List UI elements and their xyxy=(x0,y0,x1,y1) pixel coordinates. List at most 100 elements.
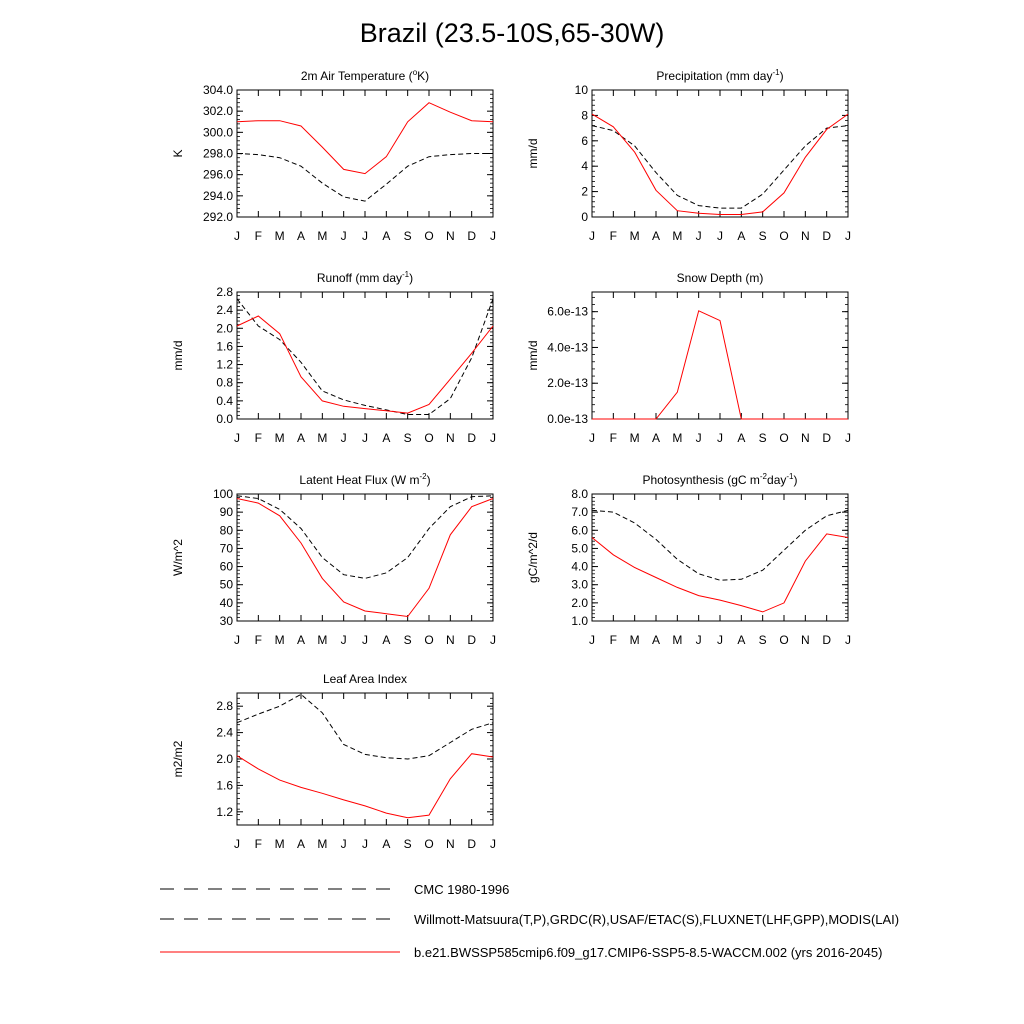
ytick-label: 70 xyxy=(220,541,234,555)
legend-label-observations: Willmott-Matsuura(T,P),GRDC(R),USAF/ETAC… xyxy=(414,912,899,927)
ytick-label: 296.0 xyxy=(203,168,233,182)
xtick-label: O xyxy=(424,633,433,647)
xtick-label: A xyxy=(297,229,305,243)
xtick-label: M xyxy=(317,633,327,647)
series-line-reference xyxy=(236,298,494,415)
xtick-label: J xyxy=(490,229,496,243)
ytick-label: 302.0 xyxy=(203,104,233,118)
ytick-label: 2.0e-13 xyxy=(547,376,588,390)
xtick-label: J xyxy=(696,633,702,647)
ytick-label: 3.0 xyxy=(571,578,588,592)
xtick-label: S xyxy=(759,633,767,647)
xtick-label: A xyxy=(382,431,390,445)
xtick-label: F xyxy=(255,633,262,647)
xtick-label: A xyxy=(737,229,745,243)
panel-title: 2m Air Temperature (oK) xyxy=(301,68,429,83)
xtick-label: S xyxy=(404,229,412,243)
ylabel: gC/m^2/d xyxy=(526,532,540,583)
ytick-label: 2.8 xyxy=(216,699,233,713)
ytick-label: 0.0 xyxy=(216,412,233,426)
xtick-label: M xyxy=(317,837,327,851)
xtick-label: M xyxy=(317,431,327,445)
series-line-model xyxy=(592,310,848,420)
series-line-model xyxy=(591,533,849,613)
xtick-label: M xyxy=(275,633,285,647)
xtick-label: O xyxy=(779,633,788,647)
xtick-label: M xyxy=(630,633,640,647)
xtick-label: M xyxy=(630,431,640,445)
ytick-label: 90 xyxy=(220,505,234,519)
ytick-label: 30 xyxy=(220,614,234,628)
chart-panel-0: 2m Air Temperature (oK) 292.0 294.0 296.0 29… xyxy=(171,68,496,243)
xtick-label: J xyxy=(234,633,240,647)
xtick-label: J xyxy=(362,837,368,851)
ytick-label: 2.0 xyxy=(216,752,233,766)
legend-label-model: b.e21.BWSSP585cmip6.f09_g17.CMIP6-SSP5-8… xyxy=(414,945,882,960)
ylabel: W/m^2 xyxy=(171,539,185,576)
xtick-label: A xyxy=(382,229,390,243)
xtick-label: O xyxy=(424,431,433,445)
legend-item-cmc: CMC 1980-1996 xyxy=(160,882,509,897)
ytick-label: 80 xyxy=(220,523,234,537)
ytick-label: 5.0 xyxy=(571,541,588,555)
xtick-label: F xyxy=(255,837,262,851)
xtick-label: M xyxy=(275,837,285,851)
xtick-label: F xyxy=(255,431,262,445)
ytick-label: 1.2 xyxy=(216,358,233,372)
ytick-label: 292.0 xyxy=(203,210,233,224)
series-line-reference xyxy=(236,495,494,579)
ytick-label: 304.0 xyxy=(203,83,233,97)
xtick-label: N xyxy=(446,431,455,445)
panel-title: Precipitation (mm day-1) xyxy=(656,68,783,83)
xtick-label: M xyxy=(630,229,640,243)
series-line-model xyxy=(591,113,849,215)
xtick-label: J xyxy=(341,837,347,851)
series-line-reference xyxy=(591,509,849,581)
ytick-label: 6 xyxy=(581,134,588,148)
xtick-label: S xyxy=(759,431,767,445)
xtick-label: M xyxy=(672,431,682,445)
xtick-label: J xyxy=(717,633,723,647)
xtick-label: D xyxy=(822,633,831,647)
ytick-label: 0.0e-13 xyxy=(547,412,588,426)
ytick-label: 1.6 xyxy=(216,778,233,792)
ytick-label: 2 xyxy=(581,185,588,199)
chart-panel-4: Latent Heat Flux (W m-2) 30 40 50 60 70 80 90 10… xyxy=(171,472,496,647)
xtick-label: F xyxy=(610,229,617,243)
xtick-label: J xyxy=(717,229,723,243)
ytick-label: 4.0e-13 xyxy=(547,340,588,354)
xtick-label: N xyxy=(801,229,810,243)
xtick-label: O xyxy=(779,431,788,445)
panel-title: Photosynthesis (gC m-2day-1) xyxy=(643,472,798,487)
series-line-model xyxy=(236,753,494,819)
xtick-label: J xyxy=(589,229,595,243)
xtick-label: J xyxy=(362,431,368,445)
xtick-label: A xyxy=(297,633,305,647)
xtick-label: J xyxy=(717,431,723,445)
xtick-label: D xyxy=(467,229,476,243)
xtick-label: A xyxy=(652,229,660,243)
ytick-label: 0.8 xyxy=(216,376,233,390)
xtick-label: J xyxy=(696,229,702,243)
xtick-label: A xyxy=(737,633,745,647)
xtick-label: N xyxy=(801,633,810,647)
xtick-label: O xyxy=(779,229,788,243)
xtick-label: S xyxy=(404,633,412,647)
xtick-label: J xyxy=(589,633,595,647)
xtick-label: N xyxy=(446,837,455,851)
xtick-label: F xyxy=(610,431,617,445)
xtick-label: J xyxy=(234,837,240,851)
xtick-label: J xyxy=(845,229,851,243)
ytick-label: 2.0 xyxy=(216,321,233,335)
chart-panel-3: Snow Depth (m) 0.0e-13 2.0e-13 4.0e-13 6.0e-… xyxy=(526,271,851,445)
ytick-label: 1.6 xyxy=(216,339,233,353)
xtick-label: S xyxy=(404,431,412,445)
xtick-label: A xyxy=(382,633,390,647)
legend-item-model: b.e21.BWSSP585cmip6.f09_g17.CMIP6-SSP5-8… xyxy=(160,945,882,960)
legend-item-observations: Willmott-Matsuura(T,P),GRDC(R),USAF/ETAC… xyxy=(160,912,899,927)
ytick-label: 40 xyxy=(220,596,234,610)
chart-panel-2: Runoff (mm day-1) 0.0 0.4 0.8 1.2 1.6 2.0 2.4 2.… xyxy=(171,270,496,445)
